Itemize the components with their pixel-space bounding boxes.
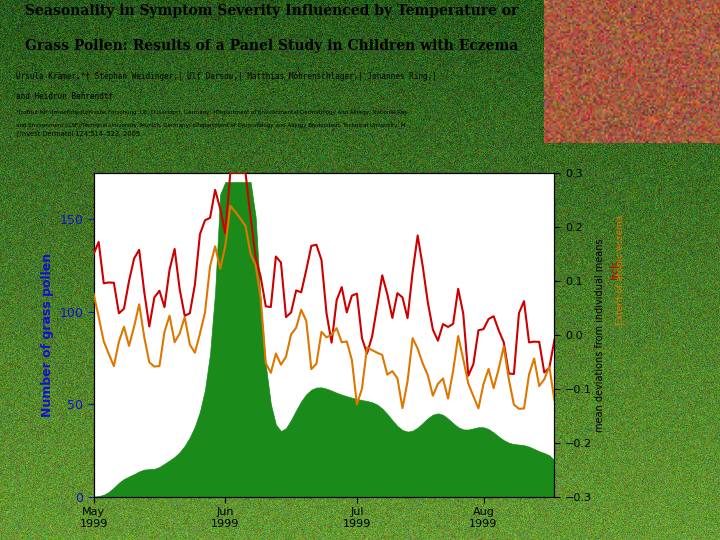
- Y-axis label: Number of grass pollen: Number of grass pollen: [41, 253, 54, 417]
- Text: Itch: Itch: [610, 261, 620, 279]
- Text: and Heidrun Behrendt†: and Heidrun Behrendt†: [17, 92, 114, 100]
- Text: Extent of atopic eczema: Extent of atopic eczema: [616, 215, 625, 325]
- Text: Seasonality in Symptom Severity Influenced by Temperature or: Seasonality in Symptom Severity Influenc…: [25, 4, 518, 18]
- Text: Ursula Krämer,*† Stephan Weidinger,| Ulf Darsow,| Matthias Möhrenschlager,| Joha: Ursula Krämer,*† Stephan Weidinger,| Ulf…: [17, 71, 437, 80]
- Text: and Environment (GSF)/Technical University, Munich, Germany; ‡Department of Derm: and Environment (GSF)/Technical Universi…: [17, 123, 406, 128]
- Text: Grass Pollen: Results of a Panel Study in Children with Eczema: Grass Pollen: Results of a Panel Study i…: [25, 39, 518, 52]
- Text: J Invest Dermatol 124:514–523, 2005: J Invest Dermatol 124:514–523, 2005: [17, 131, 140, 137]
- Y-axis label: mean deviations from individual means: mean deviations from individual means: [595, 238, 605, 431]
- Text: *Institut für Umweltmedizinische Forschung ,UE, Düsseldorf, Germany; †Department: *Institut für Umweltmedizinische Forschu…: [17, 110, 408, 115]
